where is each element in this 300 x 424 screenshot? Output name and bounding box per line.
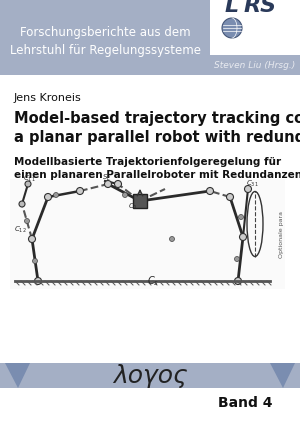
Text: Modellbasierte Trajektorienfolgeregelung für
einen planaren Parallelroboter mit : Modellbasierte Trajektorienfolgeregelung…: [14, 157, 300, 180]
Circle shape: [32, 259, 38, 263]
Text: Forschungsberichte aus dem
Lehrstuhl für Regelungssysteme: Forschungsberichte aus dem Lehrstuhl für…: [10, 26, 200, 57]
Circle shape: [19, 201, 25, 207]
Polygon shape: [5, 363, 30, 388]
Text: $C_{12}$: $C_{12}$: [14, 225, 26, 235]
Circle shape: [25, 218, 29, 223]
Circle shape: [44, 193, 52, 201]
Text: $C_{11}$: $C_{11}$: [23, 174, 35, 184]
Bar: [0, 0, 210, 75]
Circle shape: [238, 215, 244, 220]
Circle shape: [222, 18, 242, 38]
Text: $C_s$: $C_s$: [147, 274, 159, 288]
Circle shape: [235, 277, 242, 285]
Circle shape: [206, 187, 214, 195]
Circle shape: [239, 234, 247, 240]
Text: λογος: λογος: [113, 363, 187, 388]
Bar: [133, 194, 147, 208]
Circle shape: [169, 237, 175, 242]
Circle shape: [244, 186, 251, 192]
Circle shape: [235, 257, 239, 262]
Circle shape: [104, 181, 112, 187]
Text: Optionale para: Optionale para: [278, 210, 284, 257]
Bar: [10, 179, 285, 289]
Text: RS: RS: [243, 0, 277, 16]
Text: $S_E$: $S_E$: [102, 173, 112, 183]
Circle shape: [115, 181, 122, 187]
Circle shape: [25, 181, 31, 187]
Text: Band 4: Band 4: [218, 396, 272, 410]
Circle shape: [76, 187, 83, 195]
Circle shape: [226, 193, 233, 201]
Text: $C_{31}$: $C_{31}$: [246, 179, 258, 189]
Bar: [0, 363, 300, 388]
Circle shape: [122, 192, 128, 198]
Bar: [210, 0, 300, 55]
Text: L: L: [225, 0, 239, 16]
Bar: [210, 55, 300, 75]
Text: $C_0$: $C_0$: [128, 202, 138, 212]
Circle shape: [34, 277, 41, 285]
Text: Model-based trajectory tracking control of
a planar parallel robot with redundan: Model-based trajectory tracking control …: [14, 111, 300, 145]
Text: Steven Liu (Hrsg.): Steven Liu (Hrsg.): [214, 61, 296, 70]
Polygon shape: [270, 363, 295, 388]
Circle shape: [53, 192, 58, 198]
Text: Jens Kroneis: Jens Kroneis: [14, 93, 82, 103]
Circle shape: [28, 235, 35, 243]
